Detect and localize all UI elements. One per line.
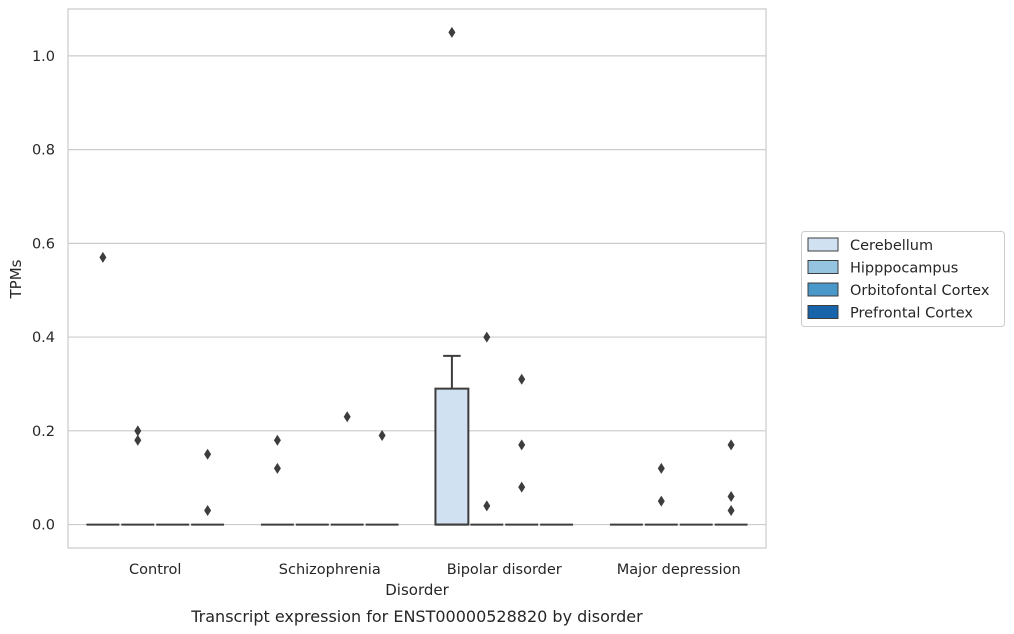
- outlier-point: [134, 434, 142, 446]
- x-tick-label: Bipolar disorder: [447, 562, 562, 578]
- y-grid: [68, 55, 766, 526]
- y-axis-label: TPMs: [7, 259, 25, 299]
- x-tick-labels: Control Schizophrenia Bipolar disorder Majo…: [129, 562, 741, 578]
- legend-frame: [801, 231, 1005, 327]
- legend-label: Prefrontal Cortex: [850, 306, 973, 322]
- y-tick-label: 0.0: [32, 518, 55, 534]
- x-tick-label: Major depression: [617, 562, 741, 578]
- legend-label: Cerebellum: [850, 238, 933, 254]
- y-tick-label: 0.2: [32, 424, 55, 440]
- legend-swatch: [807, 282, 839, 297]
- outlier-point: [134, 425, 142, 437]
- legend: Cerebellum Hipppocampus Orbitofontal Corte…: [801, 231, 1005, 327]
- legend-label: Orbitofontal Cortex: [850, 283, 990, 299]
- outlier-point: [99, 251, 107, 263]
- outliers: [99, 26, 735, 517]
- outlier-point: [343, 411, 351, 423]
- legend-swatch: [807, 260, 839, 274]
- y-tick-label: 1.0: [32, 49, 55, 65]
- legend-swatch: [807, 305, 839, 319]
- y-tick-labels: 0.0 0.2 0.4 0.6 0.8 1.0: [32, 49, 55, 534]
- outlier-point: [204, 505, 212, 517]
- x-tick-label: Schizophrenia: [279, 562, 381, 578]
- outlier-point: [727, 505, 735, 517]
- outlier-point: [518, 481, 526, 493]
- chart-caption: Transcript expression for ENST0000052882…: [190, 607, 643, 626]
- outlier-point: [518, 439, 526, 451]
- outlier-point: [483, 500, 491, 512]
- outlier-point: [273, 462, 281, 474]
- outlier-point: [204, 448, 212, 460]
- legend-swatch: [807, 237, 839, 252]
- outlier-point: [448, 26, 456, 38]
- box-0-2: [434, 354, 470, 526]
- y-tick-label: 0.8: [32, 143, 55, 159]
- outlier-point: [518, 373, 526, 385]
- boxes: [86, 354, 748, 526]
- outlier-point: [657, 462, 665, 474]
- outlier-point: [727, 439, 735, 451]
- outlier-point: [378, 430, 386, 442]
- box-body: [434, 387, 470, 526]
- outlier-point: [483, 331, 491, 343]
- y-tick-label: 0.6: [32, 236, 55, 252]
- y-tick-label: 0.4: [32, 330, 55, 346]
- legend-label: Hipppocampus: [850, 261, 958, 277]
- x-tick-label: Control: [129, 562, 181, 578]
- outlier-point: [657, 495, 665, 507]
- outlier-point: [727, 490, 735, 502]
- outlier-point: [273, 434, 281, 446]
- x-axis-label: Disorder: [385, 581, 449, 599]
- plot-area-frame: [67, 8, 767, 549]
